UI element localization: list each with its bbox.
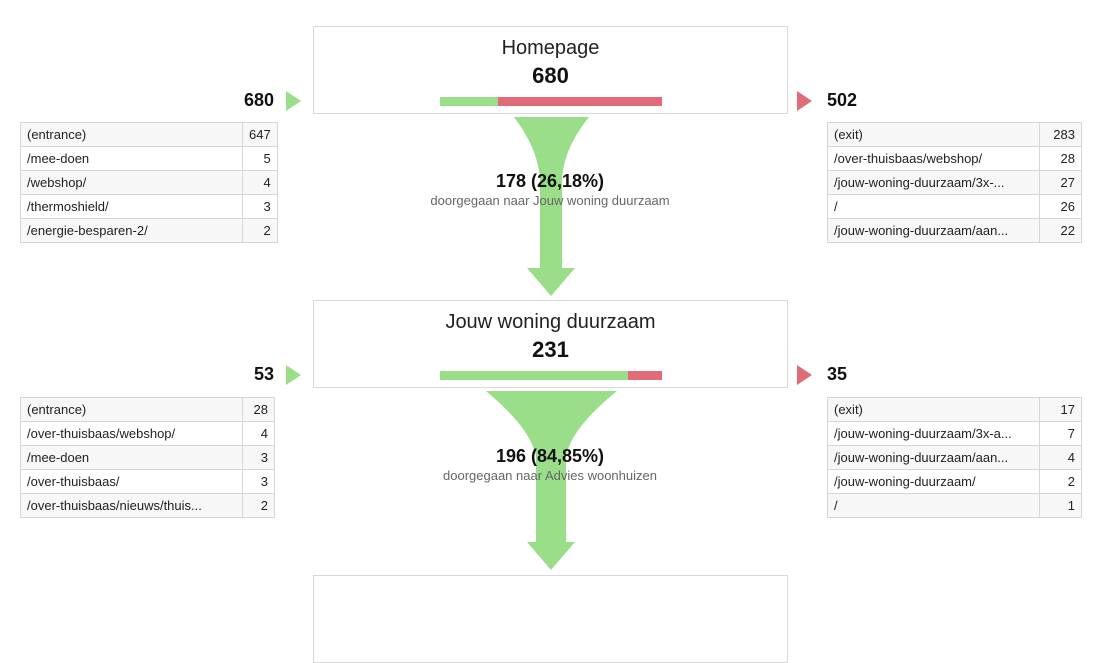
step-progress-bar <box>440 371 662 380</box>
step-count: 680 <box>532 63 569 88</box>
page-count: 26 <box>1039 194 1082 219</box>
table-row[interactable]: /jouw-woning-duurzaam/3x-a... 7 <box>827 421 1082 446</box>
page-count: 5 <box>242 146 278 171</box>
table-row[interactable]: (exit) 283 <box>827 122 1082 147</box>
page-path: (exit) <box>827 122 1040 147</box>
continued-count: 196 (84,85%) <box>495 446 605 466</box>
outflow-arrow-icon <box>797 365 812 385</box>
page-path: /over-thuisbaas/webshop/ <box>827 146 1040 171</box>
table-row[interactable]: /jouw-woning-duurzaam/aan... 22 <box>827 218 1082 243</box>
page-path: / <box>827 493 1040 518</box>
page-count: 28 <box>1039 146 1082 171</box>
table-row[interactable]: /1 <box>827 493 1082 518</box>
page-count: 2 <box>1039 469 1082 494</box>
page-path: (entrance) <box>20 122 243 147</box>
table-row[interactable]: /thermoshield/3 <box>20 194 278 219</box>
table-row[interactable]: /webshop/4 <box>20 170 278 195</box>
page-path: /jouw-woning-duurzaam/3x-a... <box>827 421 1040 446</box>
page-count: 4 <box>242 421 275 446</box>
continued-count: 178 (26,18%) <box>495 171 605 191</box>
page-path: /jouw-woning-duurzaam/aan... <box>827 445 1040 470</box>
step-name: Jouw woning duurzaam <box>445 311 656 333</box>
continued-description: doorgegaan naar Jouw woning duurzaam <box>430 193 670 208</box>
funnel-flow-2 <box>486 391 617 570</box>
table-row[interactable]: (entrance) 647 <box>20 122 278 147</box>
page-count: 4 <box>242 170 278 195</box>
page-count: 3 <box>242 445 275 470</box>
page-count: 22 <box>1039 218 1082 243</box>
table-row[interactable]: /over-thuisbaas/webshop/28 <box>827 146 1082 171</box>
page-path: /jouw-woning-duurzaam/aan... <box>827 218 1040 243</box>
table-row[interactable]: /jouw-woning-duurzaam/aan... 4 <box>827 445 1082 470</box>
funnel-step-homepage[interactable]: Homepage 680 <box>313 26 788 114</box>
inflow-arrow-icon <box>286 91 301 111</box>
funnel-step-jouw-woning-duurzaam[interactable]: Jouw woning duurzaam 231 <box>313 300 788 388</box>
page-count: 2 <box>242 493 275 518</box>
page-count: 7 <box>1039 421 1082 446</box>
continued-fill <box>440 97 499 106</box>
source-pages-table: (entrance) 28 /over-thuisbaas/webshop/4 /… <box>20 397 275 518</box>
table-row[interactable]: /over-thuisbaas/nieuws/thuis... 2 <box>20 493 275 518</box>
inflow-arrow-icon <box>286 365 301 385</box>
page-count: 28 <box>242 397 275 422</box>
outflow-arrow-icon <box>797 91 812 111</box>
table-row[interactable]: /mee-doen 5 <box>20 146 278 171</box>
page-path: (exit) <box>827 397 1040 422</box>
page-path: (entrance) <box>20 397 243 422</box>
page-count: 4 <box>1039 445 1082 470</box>
table-row[interactable]: /mee-doen 3 <box>20 445 275 470</box>
page-count: 283 <box>1039 122 1082 147</box>
exit-pages-table: (exit) 283 /over-thuisbaas/webshop/28 /jo… <box>827 122 1082 243</box>
step-progress-bar <box>440 97 662 106</box>
page-path: /jouw-woning-duurzaam/3x-... <box>827 170 1040 195</box>
table-row[interactable]: /over-thuisbaas/3 <box>20 469 275 494</box>
outflow-count: 35 <box>827 364 848 384</box>
continued-description: doorgegaan naar Advies woonhuizen <box>443 468 657 483</box>
funnel-step-advies-woonhuizen[interactable] <box>313 575 788 663</box>
outflow-count: 502 <box>827 90 858 110</box>
page-path: /mee-doen <box>20 445 243 470</box>
step-name: Homepage <box>501 37 600 59</box>
table-row[interactable]: /26 <box>827 194 1082 219</box>
page-count: 27 <box>1039 170 1082 195</box>
page-count: 647 <box>242 122 278 147</box>
flow-label-2: 196 (84,85%) doorgegaan naar Advies woon… <box>360 446 740 483</box>
funnel-flow-1 <box>514 117 589 296</box>
page-path: /over-thuisbaas/ <box>20 469 243 494</box>
page-path: /thermoshield/ <box>20 194 243 219</box>
table-row[interactable]: /jouw-woning-duurzaam/3x-... 27 <box>827 170 1082 195</box>
page-path: /energie-besparen-2/ <box>20 218 243 243</box>
exit-pages-table: (exit) 17 /jouw-woning-duurzaam/3x-a... 7 … <box>827 397 1082 518</box>
page-path: /over-thuisbaas/nieuws/thuis... <box>20 493 243 518</box>
dropoff-fill <box>498 97 662 106</box>
page-count: 3 <box>242 469 275 494</box>
page-path: /over-thuisbaas/webshop/ <box>20 421 243 446</box>
table-row[interactable]: /over-thuisbaas/webshop/4 <box>20 421 275 446</box>
dropoff-fill <box>628 371 662 380</box>
page-count: 3 <box>242 194 278 219</box>
table-row[interactable]: (exit) 17 <box>827 397 1082 422</box>
source-pages-table: (entrance) 647 /mee-doen 5 /webshop/4 /the… <box>20 122 278 243</box>
continued-fill <box>440 371 629 380</box>
page-count: 1 <box>1039 493 1082 518</box>
page-count: 2 <box>242 218 278 243</box>
inflow-count: 680 <box>243 90 274 110</box>
table-row[interactable]: /jouw-woning-duurzaam/2 <box>827 469 1082 494</box>
table-row[interactable]: (entrance) 28 <box>20 397 275 422</box>
page-count: 17 <box>1039 397 1082 422</box>
page-path: /mee-doen <box>20 146 243 171</box>
funnel-flow-graphic <box>486 117 617 570</box>
page-path: /webshop/ <box>20 170 243 195</box>
page-path: /jouw-woning-duurzaam/ <box>827 469 1040 494</box>
flow-label-1: 178 (26,18%) doorgegaan naar Jouw woning… <box>360 171 740 208</box>
table-row[interactable]: /energie-besparen-2/2 <box>20 218 278 243</box>
page-path: / <box>827 194 1040 219</box>
step-count: 231 <box>532 337 569 362</box>
inflow-count: 53 <box>253 364 274 384</box>
